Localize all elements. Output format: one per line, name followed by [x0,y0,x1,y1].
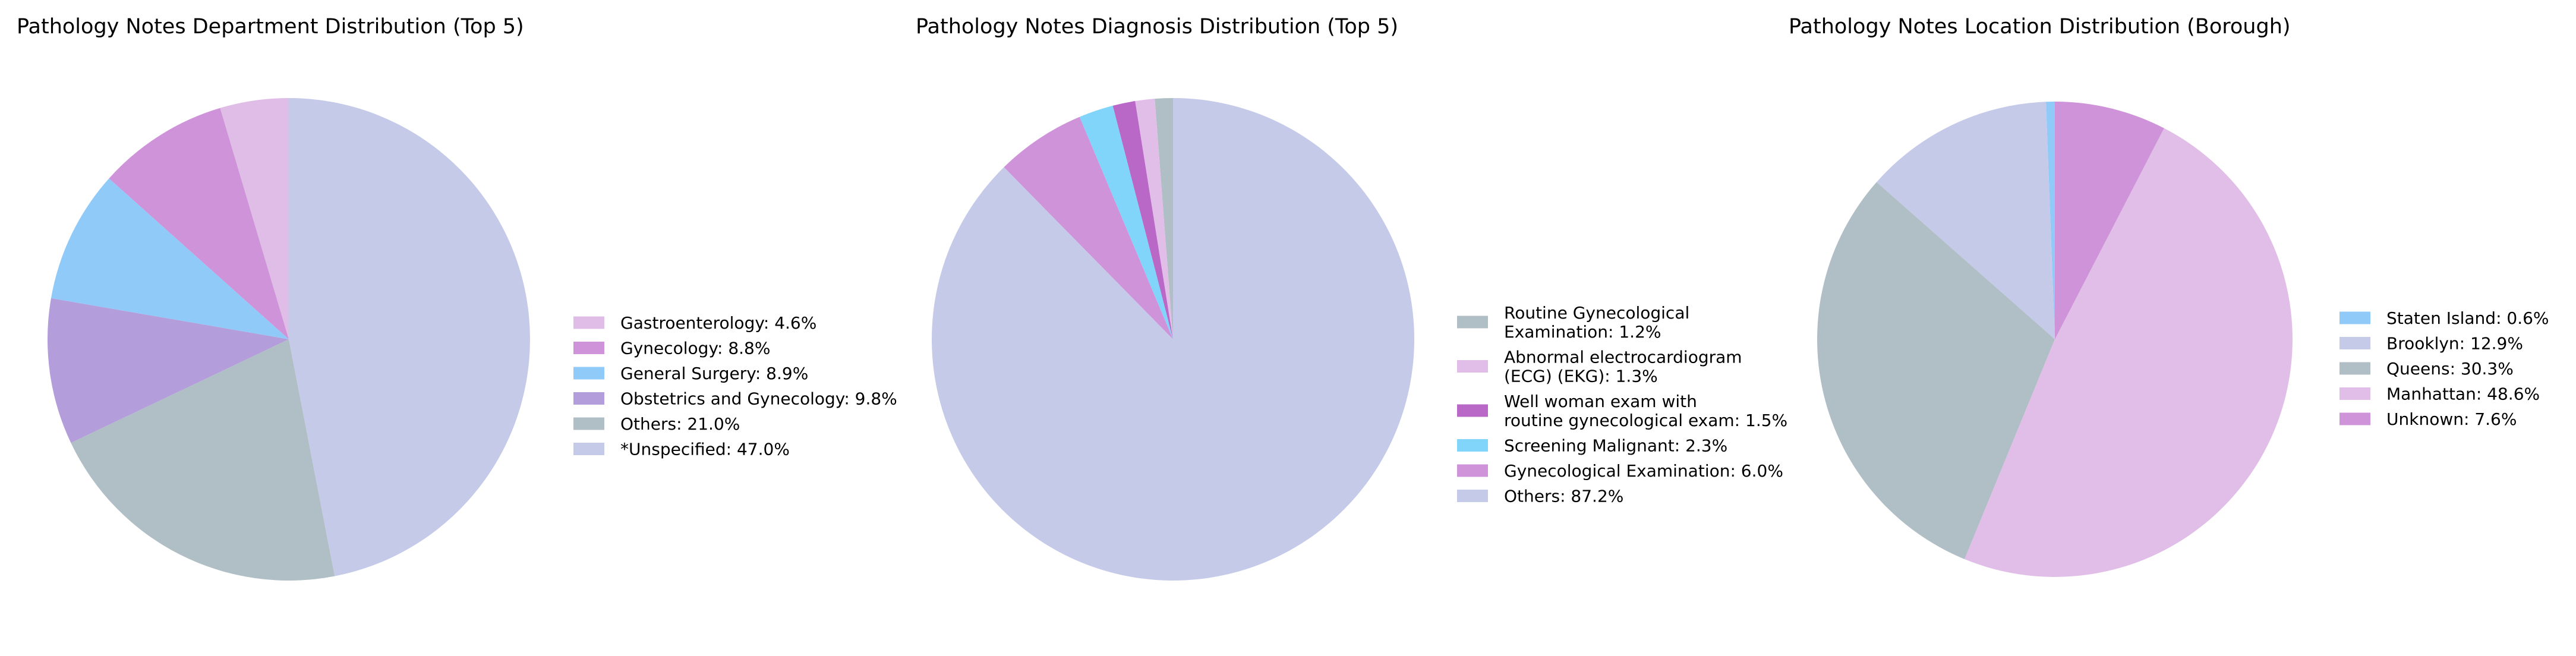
legend-item: Well woman exam with routine gynecologic… [1457,392,1787,430]
legend-item: Gynecology: 8.8% [573,339,770,358]
pie-slice-4 [1079,105,1173,339]
legend-swatch [1457,404,1488,417]
legend-swatch [573,367,604,380]
legend-item: Others: 87.2% [1457,487,1623,506]
legend-swatch [1457,464,1488,477]
legend: Staten Island: 0.6% Brooklyn: 12.9% Queens… [2339,308,2549,429]
legend-item: Abnormal electrocardiogram (ECG) (EKG): … [1457,348,1742,386]
pie-slice-1 [1155,98,1173,339]
legend-label: Others: 21.0% [620,414,740,434]
legend-item: Obstetrics and Gynecology: 9.8% [573,389,897,409]
legend-swatch [2339,362,2370,375]
legend-item: Queens: 30.3% [2339,359,2514,379]
legend-swatch [2339,337,2370,349]
legend-item: Unknown: 7.6% [2339,409,2517,429]
legend-swatch [573,316,604,329]
legend-swatch [2339,412,2370,425]
legend-label: Gynecological Examination: 6.0% [1504,461,1783,481]
legend-item: Staten Island: 0.6% [2339,308,2549,328]
pie-slice-1 [220,98,289,339]
legend-item: Screening Malignant: 2.3% [1457,436,1727,456]
legend-label: Routine Gynecological [1504,303,1689,323]
pie-slice-2 [1876,102,2055,339]
legend-label: Manhattan: 48.6% [2386,384,2540,404]
pie-slice-4 [47,298,289,443]
legend-item: Brooklyn: 12.9% [2339,334,2523,354]
legend-item: General Surgery: 8.9% [573,364,808,383]
legend-label: *Unspecified: 47.0% [620,440,790,459]
legend-item: Gastroenterology: 4.6% [573,313,816,333]
pie-slice-3 [1112,101,1173,340]
pie-slice-3 [51,178,289,339]
legend-item: Manhattan: 48.6% [2339,384,2540,404]
legend-label: Staten Island: 0.6% [2386,308,2549,328]
pie-chart-panel-3: Pathology Notes Location Distribution (B… [1789,15,2549,577]
legend-label: Well woman exam with [1504,392,1697,411]
pie-chart-panel-2: Pathology Notes Diagnosis Distribution (… [916,15,1787,581]
legend-label: Queens: 30.3% [2386,359,2514,379]
chart-title: Pathology Notes Department Distribution … [17,15,524,39]
legend: Routine Gynecological Examination: 1.2% A… [1457,303,1787,506]
pie-slice-6 [931,98,1414,581]
legend-label: Examination: 1.2% [1504,322,1661,342]
pie-chart-panel-1: Pathology Notes Department Distribution … [17,15,897,581]
legend-label: routine gynecological exam: 1.5% [1504,411,1787,430]
legend-swatch [573,392,604,405]
pie-slice-5 [2055,102,2164,339]
legend-item: Gynecological Examination: 6.0% [1457,461,1783,481]
legend-item: *Unspecified: 47.0% [573,440,790,459]
pie-slice-5 [71,339,335,581]
legend-item: Others: 21.0% [573,414,740,434]
legend: Gastroenterology: 4.6% Gynecology: 8.8% Ge… [573,313,897,459]
legend-label: Screening Malignant: 2.3% [1504,436,1727,456]
legend-label: General Surgery: 8.9% [620,364,808,383]
legend-label: Gastroenterology: 4.6% [620,313,816,333]
legend-label: Others: 87.2% [1504,487,1623,506]
legend-swatch [1457,490,1488,502]
legend-swatch [1457,360,1488,373]
legend-item: Routine Gynecological Examination: 1.2% [1457,303,1689,342]
legend-label: Brooklyn: 12.9% [2386,334,2523,354]
legend-swatch [573,417,604,430]
legend-label: Obstetrics and Gynecology: 9.8% [620,389,897,409]
pie-slice-3 [1817,182,2055,560]
pie-slice-1 [2045,101,2055,339]
legend-swatch [2339,311,2370,324]
legend-swatch [573,342,604,354]
pie-slice-2 [1135,99,1173,340]
legend-label: Gynecology: 8.8% [620,339,770,358]
pie-slice-4 [1965,128,2293,577]
chart-title: Pathology Notes Diagnosis Distribution (… [916,15,1398,39]
legend-swatch [573,443,604,455]
legend-label: Abnormal electrocardiogram [1504,348,1742,367]
chart-title: Pathology Notes Location Distribution (B… [1789,15,2291,39]
legend-swatch [1457,439,1488,452]
legend-swatch [2339,387,2370,400]
pie-slice-5 [1004,116,1173,339]
legend-swatch [1457,316,1488,329]
pie-slice-6 [289,98,530,576]
legend-label: (ECG) (EKG): 1.3% [1504,367,1658,386]
legend-label: Unknown: 7.6% [2386,409,2517,429]
pie-slice-2 [109,108,289,339]
